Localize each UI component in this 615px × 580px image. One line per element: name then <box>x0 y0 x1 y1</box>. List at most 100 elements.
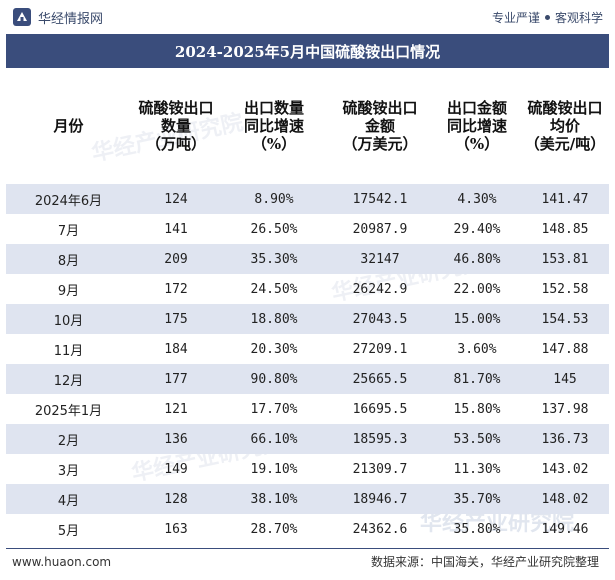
table-row: 9月 172 24.50% 26242.9 22.00% 152.58 <box>6 274 609 304</box>
column-header-line: 硫酸铵出口 <box>342 99 418 117</box>
month-cell: 11月 <box>53 343 84 359</box>
month-cell: 2月 <box>57 433 80 449</box>
value-cell: 18946.7 <box>352 491 408 507</box>
column-header: 出口金额 同比增速 （%） <box>433 99 521 153</box>
tagline-right: 客观科学 <box>554 10 603 25</box>
month-cell: 12月 <box>53 373 84 389</box>
column-header-line: 同比增速 <box>243 117 304 135</box>
top-bar: 华经情报网 专业严谨 客观科学 <box>0 0 615 34</box>
column-header: 硫酸铵出口 金额 （万美元） <box>327 99 433 153</box>
value-cell: 8.90% <box>254 191 294 207</box>
tagline-left: 专业严谨 <box>491 10 540 25</box>
value-cell: 90.80% <box>250 371 298 387</box>
table-row: 2月 136 66.10% 18595.3 53.50% 136.73 <box>6 424 609 454</box>
table-row: 8月 209 35.30% 32147 46.80% 153.81 <box>6 244 609 274</box>
value-cell: 172 <box>164 281 188 297</box>
column-header-line: 出口数量 <box>243 99 304 117</box>
value-cell: 19.10% <box>250 461 298 477</box>
table-row: 11月 184 20.30% 27209.1 3.60% 147.88 <box>6 334 609 364</box>
brand: 华经情报网 <box>12 7 103 27</box>
table-row: 4月 128 38.10% 18946.7 35.70% 148.02 <box>6 484 609 514</box>
value-cell: 35.70% <box>453 491 501 507</box>
month-cell: 4月 <box>57 493 80 509</box>
month-cell: 9月 <box>57 283 80 299</box>
footer: www.huaon.com 数据来源：中国海关，华经产业研究院整理 <box>6 548 609 574</box>
value-cell: 3.60% <box>457 341 497 357</box>
value-cell: 209 <box>164 251 188 267</box>
value-cell: 32147 <box>360 251 400 267</box>
value-cell: 148.02 <box>541 491 589 507</box>
value-cell: 175 <box>164 311 188 327</box>
value-cell: 66.10% <box>250 431 298 447</box>
separator-dot-icon <box>544 14 550 20</box>
month-cell: 10月 <box>53 313 84 329</box>
export-table: 月份 硫酸铵出口 数量 （万吨） 出口数量 同比增速 （%） 硫酸铵出口 金额 （万美元） 出口金额… <box>6 68 609 544</box>
table-row: 2024年6月 124 8.90% 17542.1 4.30% 141.47 <box>6 184 609 214</box>
value-cell: 18.80% <box>250 311 298 327</box>
value-cell: 26.50% <box>250 221 298 237</box>
table-body: 2024年6月 124 8.90% 17542.1 4.30% 141.47 7月 141 26… <box>6 184 609 544</box>
value-cell: 15.80% <box>453 401 501 417</box>
tagline: 专业严谨 客观科学 <box>492 9 603 26</box>
value-cell: 21309.7 <box>352 461 408 477</box>
month-cell: 8月 <box>57 253 80 269</box>
column-header: 硫酸铵出口 均价 （美元/吨） <box>521 99 609 153</box>
value-cell: 121 <box>164 401 188 417</box>
value-cell: 149 <box>164 461 188 477</box>
value-cell: 35.30% <box>250 251 298 267</box>
value-cell: 152.58 <box>541 281 589 297</box>
brand-name: 华经情报网 <box>38 11 104 27</box>
value-cell: 15.00% <box>453 311 501 327</box>
value-cell: 163 <box>164 521 188 537</box>
column-header: 月份 <box>6 117 131 135</box>
column-header-line: 数量 <box>160 117 191 135</box>
value-cell: 153.81 <box>541 251 589 267</box>
value-cell: 38.10% <box>250 491 298 507</box>
value-cell: 137.98 <box>541 401 589 417</box>
value-cell: 149.46 <box>541 521 589 537</box>
value-cell: 11.30% <box>453 461 501 477</box>
value-cell: 53.50% <box>453 431 501 447</box>
value-cell: 27209.1 <box>352 341 408 357</box>
table-title: 2024-2025年5月中国硫酸铵出口情况 <box>6 34 609 68</box>
table-title-text: 2024-2025年5月中国硫酸铵出口情况 <box>174 42 441 61</box>
column-header: 硫酸铵出口 数量 （万吨） <box>131 99 221 153</box>
column-header-line: 硫酸铵出口 <box>138 99 214 117</box>
value-cell: 24.50% <box>250 281 298 297</box>
value-cell: 27043.5 <box>352 311 408 327</box>
value-cell: 147.88 <box>541 341 589 357</box>
value-cell: 177 <box>164 371 188 387</box>
value-cell: 128 <box>164 491 188 507</box>
column-header-line: （%） <box>251 135 297 153</box>
huajing-logo-icon <box>13 8 31 26</box>
value-cell: 26242.9 <box>352 281 408 297</box>
value-cell: 28.70% <box>250 521 298 537</box>
value-cell: 35.80% <box>453 521 501 537</box>
value-cell: 141.47 <box>541 191 589 207</box>
value-cell: 136.73 <box>541 431 589 447</box>
value-cell: 124 <box>164 191 188 207</box>
month-cell: 3月 <box>57 463 80 479</box>
table-row: 10月 175 18.80% 27043.5 15.00% 154.53 <box>6 304 609 334</box>
value-cell: 154.53 <box>541 311 589 327</box>
value-cell: 4.30% <box>457 191 497 207</box>
value-cell: 81.70% <box>453 371 501 387</box>
month-cell: 2024年6月 <box>34 193 103 209</box>
value-cell: 136 <box>164 431 188 447</box>
table-row: 3月 149 19.10% 21309.7 11.30% 143.02 <box>6 454 609 484</box>
table-row: 2025年1月 121 17.70% 16695.5 15.80% 137.98 <box>6 394 609 424</box>
value-cell: 184 <box>164 341 188 357</box>
value-cell: 46.80% <box>453 251 501 267</box>
value-cell: 22.00% <box>453 281 501 297</box>
table-row: 12月 177 90.80% 25665.5 81.70% 145 <box>6 364 609 394</box>
column-header-line: （万吨） <box>145 135 206 153</box>
column-header-line: 金额 <box>364 117 395 135</box>
month-cell: 7月 <box>57 223 80 239</box>
value-cell: 148.85 <box>541 221 589 237</box>
column-header-line: 出口金额 <box>446 99 507 117</box>
value-cell: 25665.5 <box>352 371 408 387</box>
value-cell: 143.02 <box>541 461 589 477</box>
value-cell: 145 <box>553 371 577 387</box>
month-cell: 2025年1月 <box>34 403 103 419</box>
column-header-line: 均价 <box>549 117 580 135</box>
